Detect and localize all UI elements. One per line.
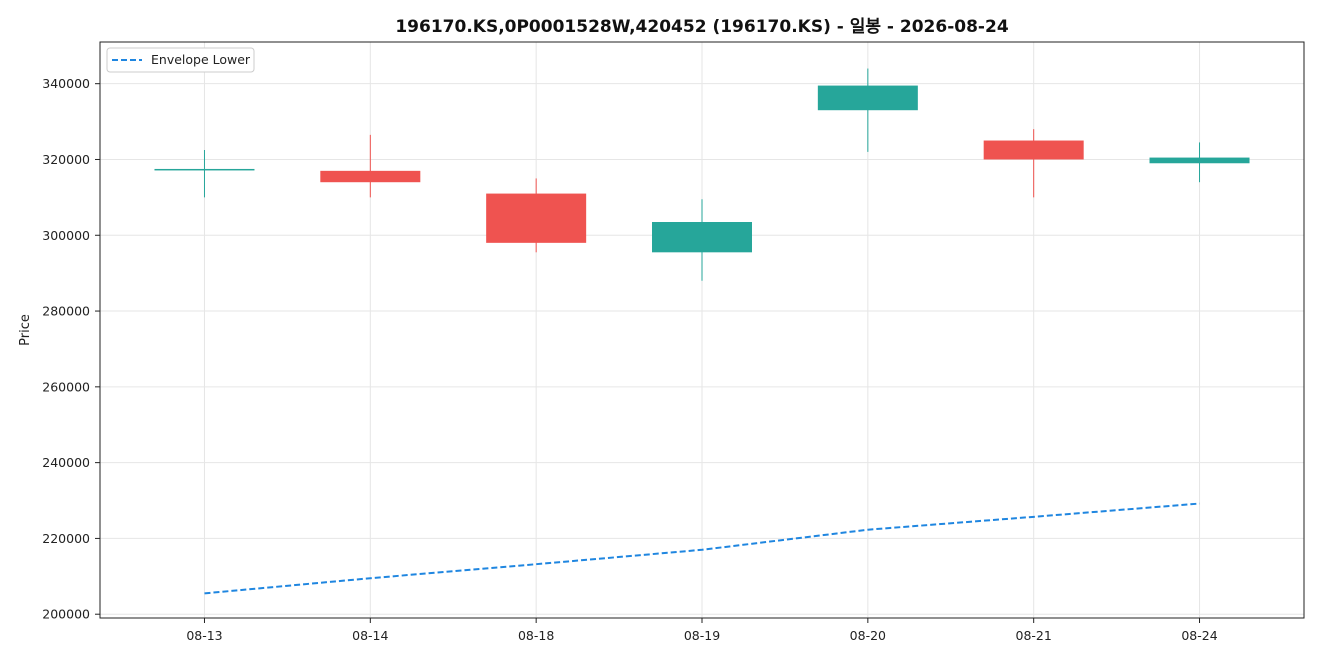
y-tick-label: 220000 [42,531,90,546]
candle-08-13 [154,150,255,198]
y-tick-label: 320000 [42,152,90,167]
x-tick-label: 08-20 [850,628,886,643]
candle-08-21 [983,129,1084,198]
candle-08-24 [1149,142,1250,183]
candle-08-19 [652,199,752,281]
x-tick-label: 08-21 [1016,628,1052,643]
candle-body [817,85,918,111]
x-tick-label: 08-18 [518,628,554,643]
y-axis-ticks: 200000 220000 240000 260000 280000 300000 3200… [42,76,100,622]
candle-08-14 [320,134,421,198]
x-tick-label: 08-24 [1181,628,1217,643]
envelope-layer [204,502,1200,595]
legend-box [106,47,255,73]
legend-label-envelope-lower: Envelope Lower [151,52,251,67]
x-tick-label: 08-13 [186,628,222,643]
candle-08-20 [817,68,918,152]
candle-body [652,222,752,253]
candle-body [486,193,587,243]
candle-body [154,168,255,171]
x-axis-ticks: 08-13 08-14 08-18 08-19 08-20 08-21 08-24 [186,618,1218,643]
candle-body [983,140,1084,160]
legend: Envelope Lower [106,47,255,73]
candle-08-18 [486,178,587,253]
y-tick-label: 260000 [42,379,90,394]
y-axis-label: Price [18,314,33,346]
candle-body [320,170,421,183]
y-tick-label: 240000 [42,455,90,470]
x-tick-label: 08-19 [684,628,720,643]
y-tick-label: 300000 [42,228,90,243]
y-tick-label: 200000 [42,607,90,622]
series-line-envelope-lower [204,502,1200,595]
candle-body [1149,157,1250,164]
chart-title: 196170.KS,0P0001528W,420452 (196170.KS) … [395,17,1008,37]
candle-layer [154,68,1250,281]
y-tick-label: 280000 [42,304,90,319]
x-tick-label: 08-14 [352,628,388,643]
y-tick-label: 340000 [42,76,90,91]
